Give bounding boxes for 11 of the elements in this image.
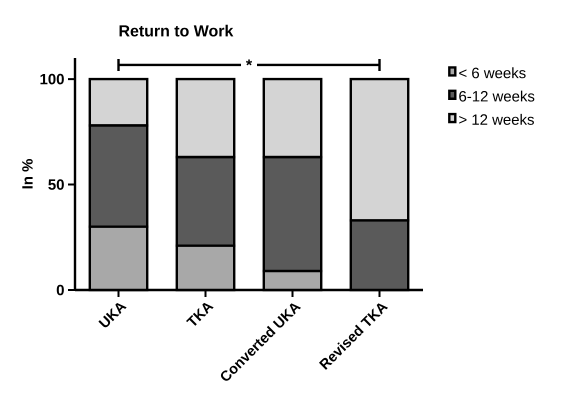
legend-label: 6-12 weeks: [459, 90, 534, 102]
legend-label: > 12 weeks: [459, 114, 534, 125]
annotation: *: [246, 59, 252, 66]
y-tick-label: 100: [40, 74, 64, 84]
legend-label: < 6 weeks: [459, 67, 526, 78]
y-tick-label: 50: [48, 179, 64, 190]
y-tick-label: 0: [56, 284, 64, 296]
x-tick-label: UKA: [98, 302, 127, 328]
y-axis-title: In %: [22, 159, 33, 188]
chart-title: Return to Work: [120, 24, 234, 36]
x-tick-label: TKA: [186, 302, 214, 326]
